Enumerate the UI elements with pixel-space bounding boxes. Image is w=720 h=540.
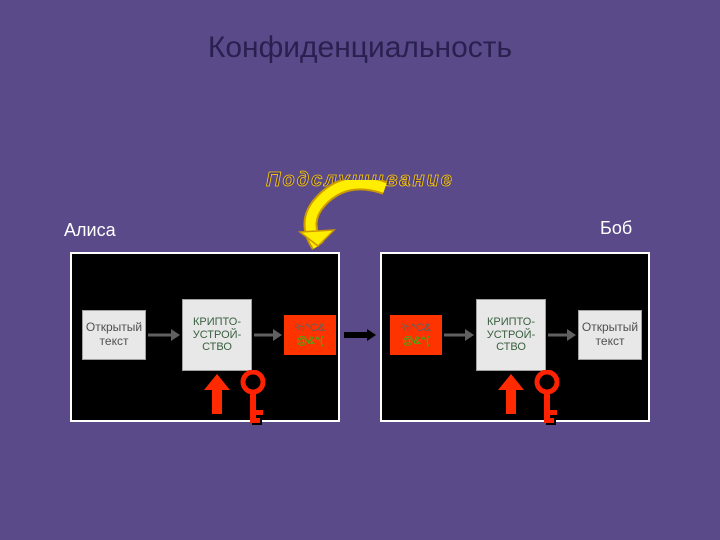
arrow-alice-to-bob [344, 327, 376, 343]
bob-plaintext-box: Открытый текст [578, 310, 642, 360]
bob-label: Боб [600, 216, 660, 240]
alice-crypto-box: КРИПТО-УСТРОЙ-СТВО [182, 299, 252, 371]
page-title: Конфиденциальность [0, 28, 720, 68]
eavesdrop-arrow [290, 180, 410, 270]
alice-plaintext-box: Открытый текст [82, 310, 146, 360]
alice-cipher-box: %^C&@&^( [284, 315, 336, 355]
arrow-alice-pt-to-crypto [148, 327, 180, 343]
bob-crypto-box: КРИПТО-УСТРОЙ-СТВО [476, 299, 546, 371]
bob-key-icon [530, 370, 564, 432]
arrow-alice-crypto-to-cipher [254, 327, 282, 343]
bob-cipher-box: %^C&@&^( [390, 315, 442, 355]
alice-label: Алиса [64, 218, 144, 242]
arrow-bob-crypto-to-pt [548, 327, 576, 343]
alice-red-arrow-up [204, 374, 230, 414]
arrow-bob-cipher-to-crypto [444, 327, 474, 343]
alice-key-icon [236, 370, 270, 432]
bob-red-arrow-up [498, 374, 524, 414]
